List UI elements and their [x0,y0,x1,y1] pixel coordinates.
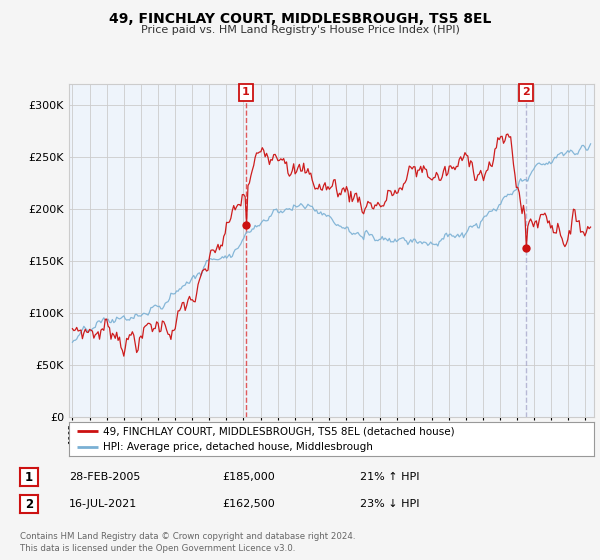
Text: 2: 2 [523,87,530,97]
Text: Price paid vs. HM Land Registry's House Price Index (HPI): Price paid vs. HM Land Registry's House … [140,25,460,35]
Text: 28-FEB-2005: 28-FEB-2005 [69,472,140,482]
Text: 23% ↓ HPI: 23% ↓ HPI [360,499,419,509]
Text: 49, FINCHLAY COURT, MIDDLESBROUGH, TS5 8EL: 49, FINCHLAY COURT, MIDDLESBROUGH, TS5 8… [109,12,491,26]
Text: £185,000: £185,000 [222,472,275,482]
Text: Contains HM Land Registry data © Crown copyright and database right 2024.
This d: Contains HM Land Registry data © Crown c… [20,532,355,553]
Text: 49, FINCHLAY COURT, MIDDLESBROUGH, TS5 8EL (detached house): 49, FINCHLAY COURT, MIDDLESBROUGH, TS5 8… [103,426,455,436]
Text: 1: 1 [25,470,33,484]
Text: £162,500: £162,500 [222,499,275,509]
Text: 21% ↑ HPI: 21% ↑ HPI [360,472,419,482]
Text: 2: 2 [25,497,33,511]
Text: HPI: Average price, detached house, Middlesbrough: HPI: Average price, detached house, Midd… [103,442,373,452]
Text: 1: 1 [242,87,250,97]
Text: 16-JUL-2021: 16-JUL-2021 [69,499,137,509]
